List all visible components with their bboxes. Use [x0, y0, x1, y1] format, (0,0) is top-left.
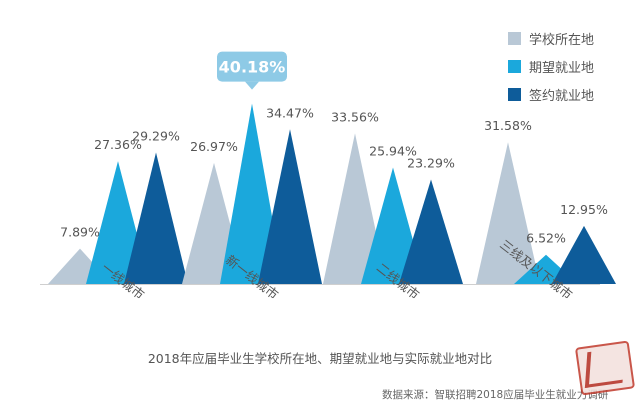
- highlight-callout-pointer: [245, 81, 259, 90]
- highlight-callout: [217, 51, 287, 82]
- triangle-mark: [124, 152, 188, 284]
- data-label: 34.47%: [266, 105, 314, 120]
- data-label: 23.29%: [407, 155, 455, 170]
- legend-item: 签约就业地: [508, 82, 594, 106]
- data-source: 数据来源：智联招聘2018应届毕业生就业力调研: [382, 389, 609, 401]
- chart-caption: 2018年应届毕业生学校所在地、期望就业地与实际就业地对比: [147, 351, 493, 366]
- legend-swatch: [508, 59, 521, 73]
- triangle-mark: [323, 133, 387, 284]
- legend-item: 学校所在地: [508, 26, 594, 50]
- red-seal-stamp-icon: [574, 340, 636, 396]
- triangle-mark: [399, 179, 463, 284]
- legend-swatch: [508, 87, 521, 101]
- data-label: 6.52%: [526, 231, 566, 246]
- legend-label: 学校所在地: [529, 32, 595, 48]
- highlight-label: 40.18%: [219, 58, 286, 77]
- data-label: 31.58%: [484, 118, 532, 133]
- triangle-mark: [552, 225, 616, 284]
- legend-swatch: [508, 31, 521, 45]
- legend-label: 签约就业地: [529, 88, 595, 104]
- data-label: 33.56%: [331, 109, 379, 124]
- data-label: 7.89%: [60, 225, 100, 240]
- legend-item: 期望就业地: [508, 54, 594, 78]
- data-label: 25.94%: [369, 144, 417, 159]
- triangle-mark: [258, 129, 322, 284]
- legend: 学校所在地 期望就业地 签约就业地: [508, 26, 594, 110]
- data-label: 12.95%: [560, 202, 608, 217]
- data-label: 29.29%: [132, 129, 180, 144]
- data-label: 27.36%: [94, 137, 142, 152]
- legend-label: 期望就业地: [529, 60, 595, 76]
- stamp-mark: [584, 347, 625, 388]
- data-label: 26.97%: [190, 139, 238, 154]
- triangle-mark: [476, 142, 540, 284]
